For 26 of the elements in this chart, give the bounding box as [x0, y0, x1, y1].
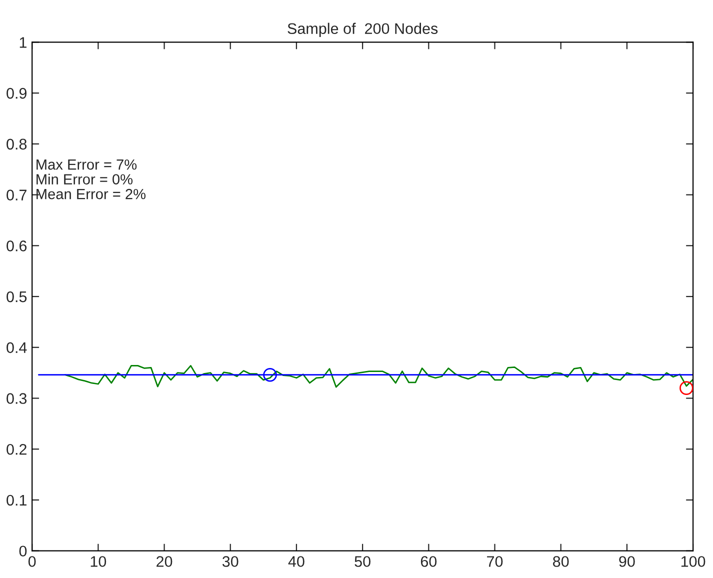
x-tick-label: 50 — [354, 556, 370, 567]
x-tick-label: 100 — [681, 556, 706, 567]
y-tick-label: 0 — [19, 546, 27, 557]
y-tick-label: 1 — [20, 37, 26, 48]
x-tick-label: 30 — [222, 556, 238, 567]
x-tick-label: 10 — [90, 556, 106, 567]
chart-title: Sample of 200 Nodes — [288, 22, 438, 38]
y-tick-label: 0.4 — [6, 342, 27, 354]
x-tick-label: 40 — [288, 556, 304, 567]
x-tick-label: 60 — [420, 556, 437, 567]
x-tick-label: 70 — [487, 556, 503, 567]
y-tick-label: 0.9 — [6, 88, 26, 99]
annotation: Mean Error = 2% — [36, 188, 146, 200]
y-tick-label: 0.5 — [6, 291, 27, 302]
annotation: Min Error = 0% — [36, 174, 133, 184]
y-tick-label: 0.7 — [6, 190, 26, 200]
x-tick-label: 0 — [28, 556, 36, 567]
x-tick-label: 90 — [619, 556, 635, 567]
y-tick-label: 0.3 — [6, 393, 27, 404]
x-tick-label: 20 — [156, 556, 172, 567]
y-tick-label: 0.2 — [6, 444, 26, 455]
y-tick-label: 0.1 — [6, 494, 26, 506]
annotation: Max Error = 7% — [36, 159, 137, 170]
y-tick-label: 0.8 — [6, 138, 27, 150]
y-tick-label: 0.6 — [6, 240, 27, 252]
x-tick-label: 80 — [553, 556, 569, 567]
